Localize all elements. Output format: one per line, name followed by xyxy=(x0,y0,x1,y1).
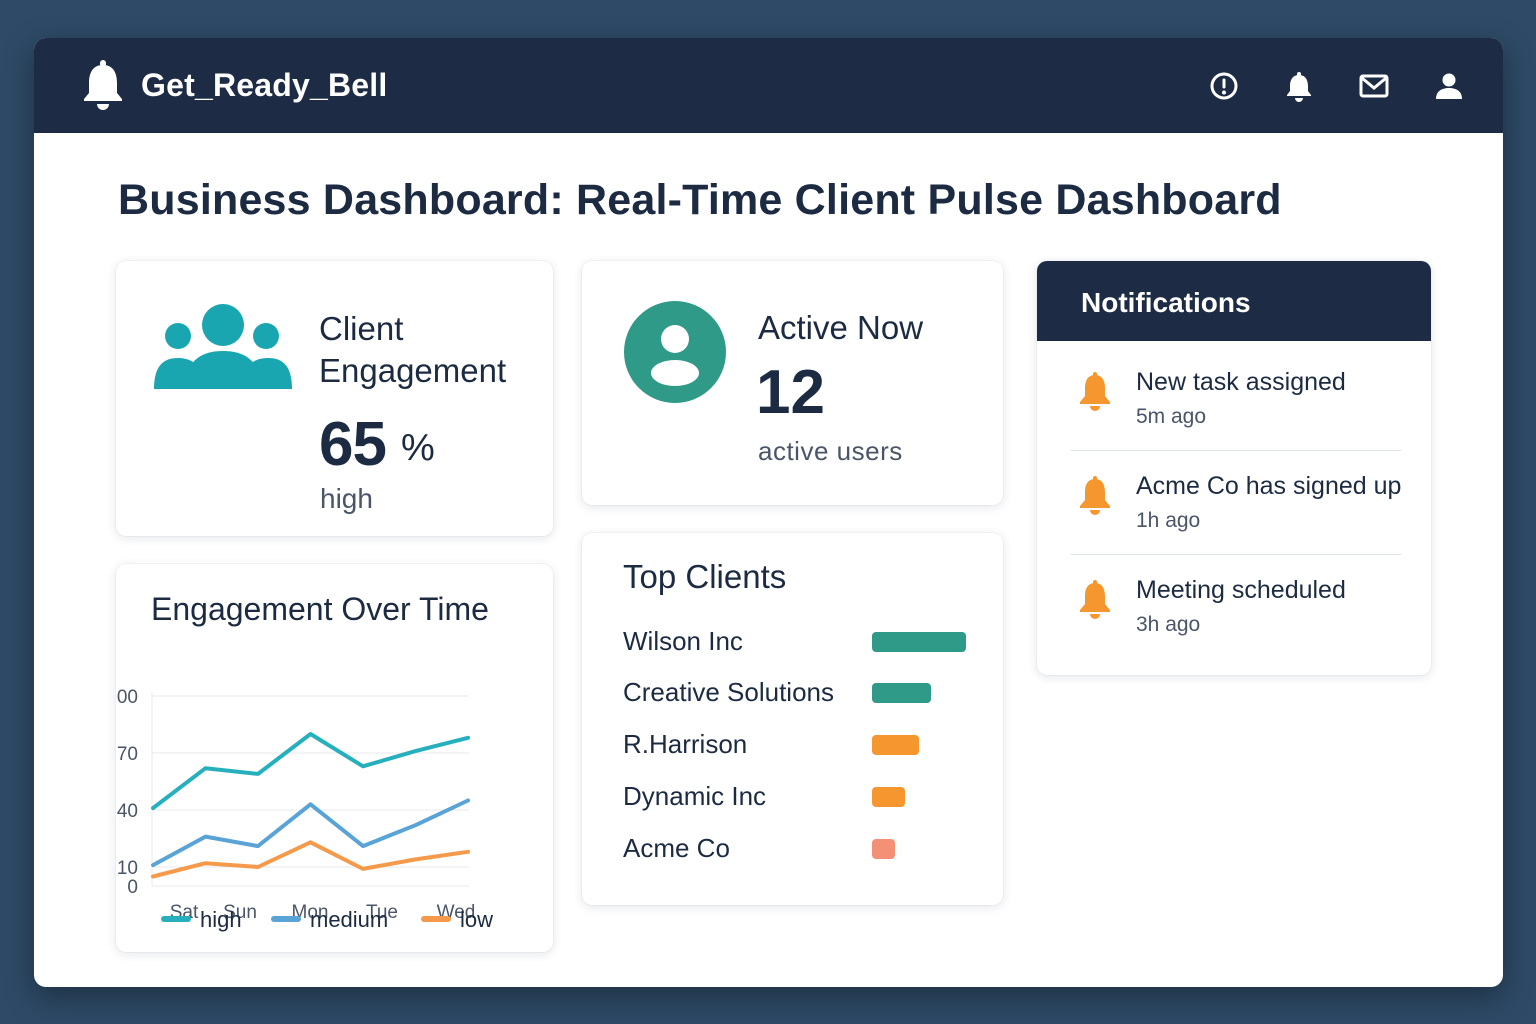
y-tick-label: 10 xyxy=(117,858,138,879)
y-tick-label: 100 xyxy=(116,687,138,708)
client-name: Acme Co xyxy=(623,833,730,863)
top-bar: Get_Ready_Bell xyxy=(34,38,1503,133)
client-score-bar xyxy=(872,735,919,755)
avatar xyxy=(624,301,726,403)
top-actions xyxy=(1206,68,1467,104)
client-row[interactable]: Acme Co xyxy=(623,829,968,865)
app-window: Get_Ready_Bell xyxy=(34,38,1503,987)
client-row[interactable]: Wilson Inc xyxy=(623,622,968,658)
bell-icon xyxy=(1080,372,1110,411)
notifications-header: Notifications xyxy=(1037,261,1431,341)
top-clients-title: Top Clients xyxy=(623,558,787,595)
brand[interactable]: Get_Ready_Bell xyxy=(82,60,387,110)
legend-label: medium xyxy=(310,907,388,932)
x-tick-label: Tue xyxy=(366,902,398,923)
y-tick-label: 70 xyxy=(117,744,138,765)
bell-logo-icon xyxy=(84,60,122,110)
series-line-high xyxy=(151,732,470,811)
user-icon xyxy=(1436,73,1462,99)
messages-button[interactable] xyxy=(1356,68,1392,104)
client-name: Creative Solutions xyxy=(623,677,834,707)
engagement-unit: % xyxy=(401,427,435,469)
client-score-bar xyxy=(872,683,931,703)
page-title: Business Dashboard: Real-Time Client Pul… xyxy=(118,176,1282,224)
top-clients-card: Top Clients Wilson Inc Creative Solution… xyxy=(582,533,1003,905)
notifications-title: Notifications xyxy=(1081,287,1251,318)
client-row[interactable]: Creative Solutions xyxy=(623,673,968,709)
notification-item[interactable]: New task assigned 5m ago xyxy=(1071,347,1401,451)
notification-item[interactable]: Meeting scheduled 3h ago xyxy=(1071,555,1401,659)
x-tick-label: Sun xyxy=(223,902,257,923)
client-score-bar xyxy=(872,787,905,807)
series-line-low xyxy=(151,840,470,879)
notifications-panel: Notifications New task assigned 5m ago A… xyxy=(1037,261,1431,675)
notification-time: 5m ago xyxy=(1136,405,1207,428)
client-name: R.Harrison xyxy=(623,729,748,759)
chart-title: Engagement Over Time xyxy=(151,591,489,627)
notification-time: 1h ago xyxy=(1136,509,1201,532)
notifications-button[interactable] xyxy=(1281,68,1317,104)
y-tick-label: 0 xyxy=(127,877,138,898)
client-score-bar xyxy=(872,632,966,652)
active-now-card[interactable]: Active Now 12 active users xyxy=(582,261,1003,505)
legend-label: low xyxy=(460,907,493,932)
alert-button[interactable] xyxy=(1206,68,1242,104)
engagement-line-chart[interactable]: 0104070100SatSunMonTueWedhighmediumlow xyxy=(116,564,553,952)
active-now-subtitle: active users xyxy=(758,436,903,466)
bell-icon xyxy=(1287,72,1311,102)
people-icon xyxy=(154,304,292,389)
mail-icon xyxy=(1359,74,1389,98)
client-engagement-card[interactable]: Client Engagement 65 % high xyxy=(116,261,553,536)
client-score-bar xyxy=(872,839,895,859)
notification-text: Meeting scheduled xyxy=(1136,576,1346,604)
engagement-title: Client Engagement xyxy=(319,310,507,389)
notification-text: Acme Co has signed up xyxy=(1136,472,1402,500)
active-now-value: 12 xyxy=(756,358,825,427)
engagement-level: high xyxy=(320,483,373,514)
client-row[interactable]: Dynamic Inc xyxy=(623,777,968,813)
app-name: Get_Ready_Bell xyxy=(141,66,388,103)
bell-icon xyxy=(1080,580,1110,619)
alert-circle-icon xyxy=(1210,72,1238,100)
series-line-medium xyxy=(151,798,470,868)
client-name: Dynamic Inc xyxy=(623,781,767,811)
notification-time: 3h ago xyxy=(1136,613,1201,636)
profile-button[interactable] xyxy=(1431,68,1467,104)
engagement-value: 65 xyxy=(319,410,387,479)
y-tick-label: 40 xyxy=(117,801,138,822)
client-row[interactable]: R.Harrison xyxy=(623,725,968,761)
user-circle-icon xyxy=(651,325,699,386)
notification-item[interactable]: Acme Co has signed up 1h ago xyxy=(1071,451,1401,555)
x-tick-label: Mon xyxy=(292,902,329,923)
bell-icon xyxy=(1080,476,1110,515)
active-now-title: Active Now xyxy=(758,309,924,346)
notification-text: New task assigned xyxy=(1136,368,1346,396)
engagement-chart-card: Engagement Over Time 0104070100SatSunMon… xyxy=(116,564,553,952)
legend-label: high xyxy=(200,907,242,932)
client-name: Wilson Inc xyxy=(623,626,743,656)
